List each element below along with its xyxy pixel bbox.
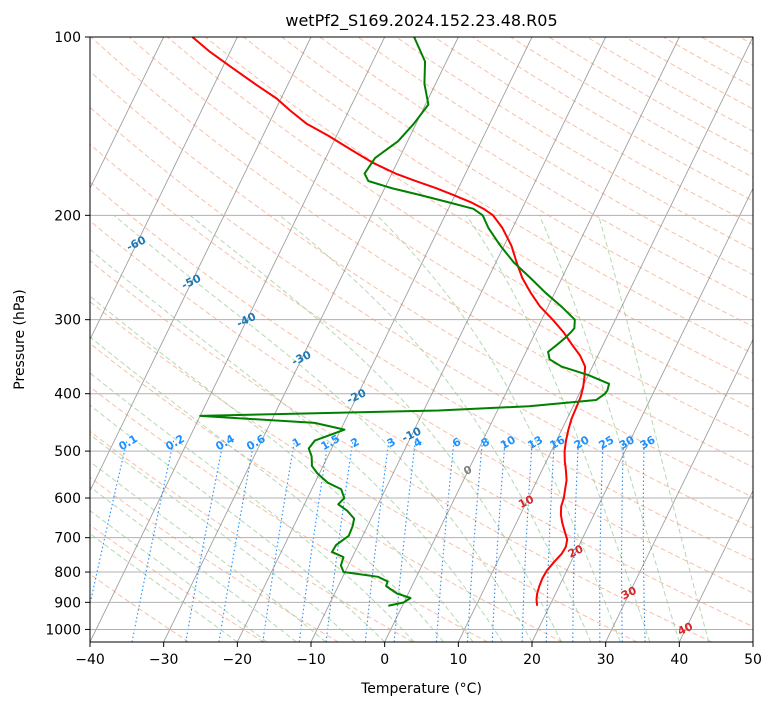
isotherm-line: [90, 37, 238, 341]
mixing-ratio-line: [491, 440, 506, 642]
dry-adiabat-line: [90, 220, 753, 628]
isotherm-line: [90, 37, 386, 642]
isotherm-line: [605, 338, 753, 642]
mixing-ratio-line: [572, 440, 579, 642]
x-tick-label: 50: [744, 652, 762, 668]
y-tick-label: 900: [54, 595, 81, 611]
isotherm-label: -70: [69, 195, 93, 216]
isotherm-line: [384, 37, 680, 642]
moist-adiabat-line: [538, 215, 680, 642]
mixing-ratio-line: [325, 440, 354, 642]
moist-adiabat-line: [90, 460, 327, 642]
isotherm-label: 30: [619, 584, 639, 603]
dry-adiabat-line: [90, 70, 753, 498]
isotherm-line: [531, 187, 753, 642]
chart-title: wetPf2_S169.2024.152.23.48.R05: [285, 11, 557, 31]
moist-adiabat-line: [90, 372, 415, 642]
y-tick-label: 500: [54, 444, 81, 460]
moist-adiabat-line: [597, 215, 710, 642]
isotherm-line: [163, 37, 459, 642]
mixing-ratio-line: [218, 440, 255, 642]
x-tick-label: 10: [449, 652, 467, 668]
y-tick-label: 100: [54, 30, 81, 46]
dry-adiabat-line: [90, 106, 753, 529]
x-tick-label: 30: [597, 652, 615, 668]
x-tick-label: 40: [670, 652, 688, 668]
x-tick-label: 20: [523, 652, 541, 668]
y-tick-label: 700: [54, 531, 81, 547]
plot-frame: [89, 36, 754, 643]
isotherm-line: [236, 37, 533, 642]
mixing-ratio-line: [642, 440, 646, 642]
x-tick-label: 0: [380, 652, 389, 668]
y-tick-label: 300: [54, 313, 81, 329]
dry-adiabat-line: [90, 181, 753, 594]
y-tick-label: 600: [54, 491, 81, 507]
x-axis-label: Temperature (°C): [360, 681, 482, 697]
mixing-ratio-line: [621, 440, 624, 642]
dry-adiabat-line: [128, 37, 753, 439]
plot-background: [90, 37, 753, 642]
isotherm-line: [90, 37, 165, 190]
y-tick-label: 800: [54, 565, 81, 581]
moist-adiabat-line: [90, 295, 474, 642]
y-tick-label: 1000: [45, 622, 81, 638]
x-tick-label: −10: [296, 652, 326, 668]
dewpoint-profile-line: [199, 37, 611, 607]
mixing-ratio-line: [466, 440, 484, 642]
mixing-ratio-line: [599, 440, 604, 642]
dry-adiabat-line: [90, 342, 563, 642]
mixing-ratio-line: [364, 440, 390, 642]
mixing-ratio-line: [185, 440, 224, 642]
moist-adiabat-line: [189, 214, 562, 642]
dry-adiabat-line: [90, 300, 638, 642]
isotherm-line: [310, 37, 607, 642]
isotherm-line: [678, 489, 753, 642]
mixing-ratio-line: [262, 440, 296, 642]
y-axis-label: Pressure (hPa): [12, 289, 28, 389]
y-tick-label: 200: [54, 208, 81, 224]
dry-adiabat-line: [90, 260, 712, 642]
dry-adiabat-line: [90, 37, 753, 468]
isotherm-label: 40: [676, 620, 696, 639]
x-tick-label: −20: [223, 652, 253, 668]
dry-adiabat-line: [319, 37, 753, 301]
moist-adiabat-line: [90, 486, 297, 642]
axes: −40 −30 −20 −10 0 10 20 30 40 50 100 200 300 400 500 60…: [45, 30, 762, 668]
isotherm-line: [457, 37, 753, 642]
isotherm-label: 20: [566, 542, 586, 561]
y-tick-label: 400: [54, 387, 81, 403]
moist-adiabat-line: [90, 336, 444, 642]
moist-adiabat-line: [465, 215, 651, 642]
mixing-ratio-line: [521, 440, 533, 642]
x-tick-label: −40: [75, 652, 105, 668]
moist-adiabat-line: [279, 214, 592, 642]
mixing-ratio-line: [131, 440, 175, 642]
isotherm-line: [90, 37, 312, 492]
mixing-ratio-line: [545, 440, 555, 642]
isotherm-label: 10: [516, 492, 536, 511]
dry-adiabat-line: [90, 573, 190, 642]
mixing-ratio-line: [435, 440, 455, 642]
dry-adiabat-line: [166, 37, 753, 410]
dry-adiabat-line: [281, 37, 753, 328]
mixing-ratio-line: [298, 440, 329, 642]
plot-area: -100-90-80-70-60-50-40-30-20-10010203040…: [69, 37, 753, 642]
moist-adiabat-line: [90, 248, 503, 642]
x-tick-label: −30: [149, 652, 179, 668]
moist-adiabat-line: [113, 214, 533, 642]
moist-adiabat-line: [90, 433, 356, 642]
dry-adiabat-line: [90, 476, 339, 642]
